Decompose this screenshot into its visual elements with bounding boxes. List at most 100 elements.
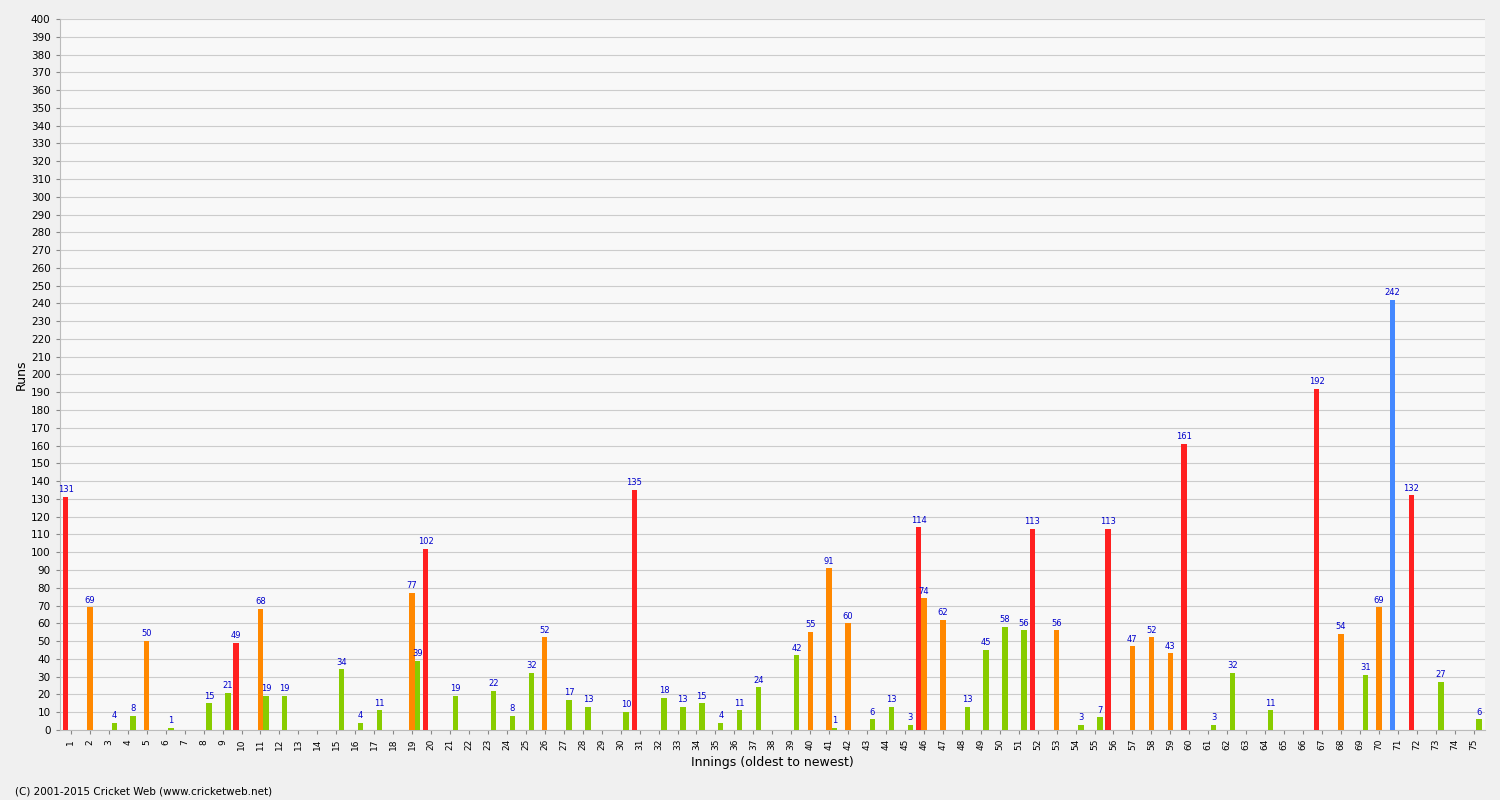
Text: 22: 22 <box>488 679 498 688</box>
Bar <box>1130 646 1136 730</box>
Text: 19: 19 <box>261 685 272 694</box>
Text: 34: 34 <box>336 658 346 667</box>
Bar <box>207 703 212 730</box>
Text: 4: 4 <box>718 711 723 720</box>
Text: 32: 32 <box>1227 662 1238 670</box>
Text: 18: 18 <box>658 686 669 695</box>
Text: 69: 69 <box>1374 596 1384 605</box>
Text: 56: 56 <box>1019 618 1029 628</box>
Bar <box>1078 725 1083 730</box>
Bar <box>699 703 705 730</box>
Bar <box>144 641 150 730</box>
Text: 58: 58 <box>1000 615 1011 624</box>
Text: 1: 1 <box>168 717 174 726</box>
Bar <box>510 716 515 730</box>
Bar <box>376 710 382 730</box>
Bar <box>262 696 268 730</box>
Bar <box>921 598 927 730</box>
Text: 47: 47 <box>1126 634 1137 644</box>
Text: 42: 42 <box>792 644 802 653</box>
Bar <box>1376 607 1382 730</box>
Bar <box>1167 654 1173 730</box>
Text: 21: 21 <box>222 681 232 690</box>
Bar <box>1054 630 1059 730</box>
Text: 135: 135 <box>627 478 642 487</box>
Text: 13: 13 <box>584 695 594 704</box>
Text: 17: 17 <box>564 688 574 697</box>
Text: 54: 54 <box>1335 622 1346 631</box>
Text: 24: 24 <box>753 675 764 685</box>
Bar <box>542 638 548 730</box>
Bar <box>662 698 666 730</box>
Bar <box>1029 529 1035 730</box>
Bar <box>567 700 572 730</box>
Text: 49: 49 <box>231 631 242 640</box>
Bar <box>1268 710 1274 730</box>
Bar <box>1338 634 1344 730</box>
Y-axis label: Runs: Runs <box>15 359 28 390</box>
Bar <box>1180 444 1186 730</box>
Bar <box>453 696 458 730</box>
Text: 13: 13 <box>678 695 688 704</box>
Text: 242: 242 <box>1384 288 1401 297</box>
Text: 3: 3 <box>908 713 914 722</box>
Text: 113: 113 <box>1100 518 1116 526</box>
Bar <box>111 723 117 730</box>
Bar <box>87 607 93 730</box>
Text: 62: 62 <box>938 608 948 617</box>
Text: 77: 77 <box>406 582 417 590</box>
Text: 11: 11 <box>735 698 746 708</box>
Text: 56: 56 <box>1052 618 1062 628</box>
Bar <box>1096 718 1102 730</box>
Bar <box>234 643 238 730</box>
Text: 50: 50 <box>141 630 152 638</box>
Bar <box>528 673 534 730</box>
Bar <box>130 716 136 730</box>
Text: 161: 161 <box>1176 432 1192 441</box>
Text: 15: 15 <box>204 691 214 701</box>
Text: 13: 13 <box>962 695 972 704</box>
Bar <box>1314 389 1320 730</box>
Text: 19: 19 <box>450 685 460 694</box>
Text: 6: 6 <box>1476 707 1482 717</box>
Bar <box>1106 529 1112 730</box>
Bar <box>1002 627 1008 730</box>
Text: 45: 45 <box>981 638 992 647</box>
Bar <box>833 728 837 730</box>
Text: 74: 74 <box>918 586 928 596</box>
Text: 32: 32 <box>526 662 537 670</box>
X-axis label: Innings (oldest to newest): Innings (oldest to newest) <box>692 756 853 769</box>
Bar <box>258 609 262 730</box>
Bar <box>827 568 833 730</box>
Bar <box>794 655 800 730</box>
Bar <box>632 490 638 730</box>
Text: 1: 1 <box>833 717 837 726</box>
Bar <box>964 707 970 730</box>
Text: 113: 113 <box>1024 518 1039 526</box>
Bar <box>888 707 894 730</box>
Text: (C) 2001-2015 Cricket Web (www.cricketweb.net): (C) 2001-2015 Cricket Web (www.cricketwe… <box>15 786 272 796</box>
Text: 3: 3 <box>1078 713 1083 722</box>
Bar <box>1362 675 1368 730</box>
Bar <box>1230 673 1236 730</box>
Text: 4: 4 <box>111 711 117 720</box>
Text: 7: 7 <box>1096 706 1102 715</box>
Text: 69: 69 <box>84 596 94 605</box>
Text: 131: 131 <box>57 486 74 494</box>
Text: 60: 60 <box>843 612 854 621</box>
Bar <box>1022 630 1028 730</box>
Text: 6: 6 <box>870 707 874 717</box>
Text: 68: 68 <box>255 598 266 606</box>
Text: 10: 10 <box>621 701 632 710</box>
Text: 52: 52 <box>540 626 550 635</box>
Bar <box>908 725 914 730</box>
Bar <box>984 650 988 730</box>
Text: 11: 11 <box>375 698 386 708</box>
Text: 8: 8 <box>130 704 136 713</box>
Bar <box>416 661 420 730</box>
Bar <box>1408 495 1414 730</box>
Text: 52: 52 <box>1146 626 1156 635</box>
Bar <box>225 693 231 730</box>
Text: 132: 132 <box>1404 484 1419 493</box>
Text: 19: 19 <box>279 685 290 694</box>
